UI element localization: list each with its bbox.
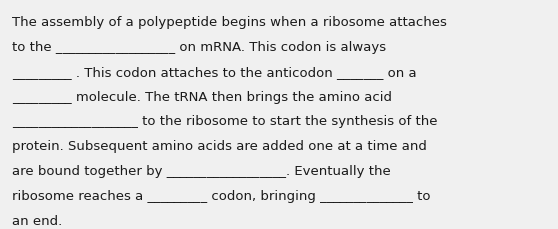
- Text: are bound together by __________________. Eventually the: are bound together by __________________…: [12, 164, 391, 177]
- Text: protein. Subsequent amino acids are added one at a time and: protein. Subsequent amino acids are adde…: [12, 140, 427, 153]
- Text: _________ . This codon attaches to the anticodon _______ on a: _________ . This codon attaches to the a…: [12, 65, 417, 79]
- Text: ___________________ to the ribosome to start the synthesis of the: ___________________ to the ribosome to s…: [12, 115, 438, 128]
- Text: _________ molecule. The tRNA then brings the amino acid: _________ molecule. The tRNA then brings…: [12, 90, 392, 103]
- Text: The assembly of a polypeptide begins when a ribosome attaches: The assembly of a polypeptide begins whe…: [12, 16, 447, 29]
- Text: ribosome reaches a _________ codon, bringing ______________ to: ribosome reaches a _________ codon, brin…: [12, 189, 431, 202]
- Text: to the __________________ on mRNA. This codon is always: to the __________________ on mRNA. This …: [12, 41, 386, 54]
- Text: an end.: an end.: [12, 214, 62, 227]
